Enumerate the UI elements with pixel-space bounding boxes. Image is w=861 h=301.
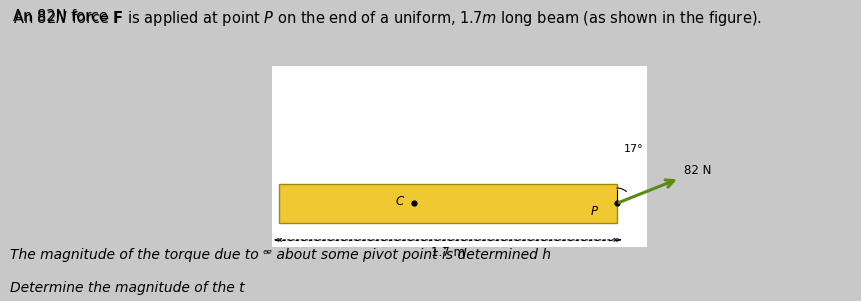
Text: 17°: 17° xyxy=(623,144,642,154)
Text: The magnitude of the torque due to ᵆ about some pivot point is determined h: The magnitude of the torque due to ᵆ abo… xyxy=(10,248,551,262)
Text: P: P xyxy=(590,205,597,218)
Text: An 82N force: An 82N force xyxy=(13,9,112,24)
Text: Determine the magnitude of the t: Determine the magnitude of the t xyxy=(10,281,245,296)
Bar xyxy=(271,66,646,247)
Text: An 82$N$ force $\mathbf{F}$ is applied at point $P$ on the end of a uniform, 1.7: An 82$N$ force $\mathbf{F}$ is applied a… xyxy=(13,9,761,28)
Text: 1.7 m: 1.7 m xyxy=(430,246,464,259)
Text: 82 N: 82 N xyxy=(683,164,710,177)
Bar xyxy=(279,184,616,223)
Text: C: C xyxy=(395,195,403,209)
